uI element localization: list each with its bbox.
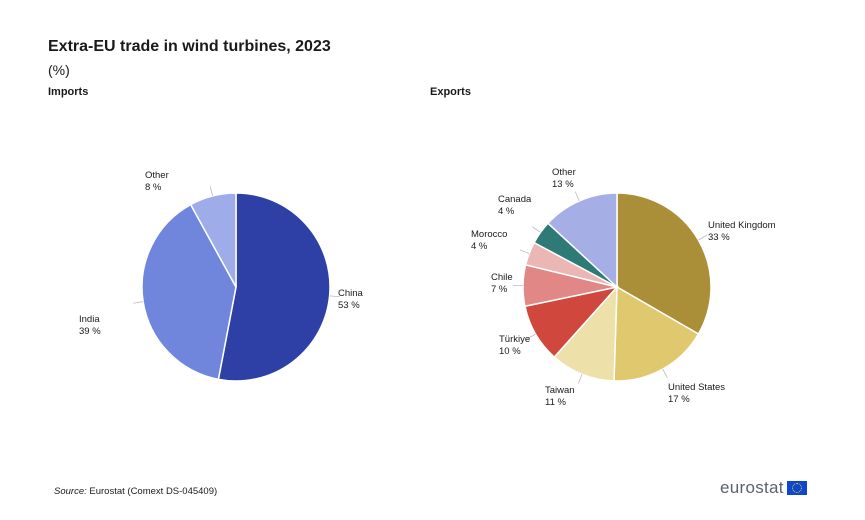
exports-label-name: Taiwan (545, 385, 575, 396)
exports-label-name: United Kingdom (708, 220, 776, 231)
exports-label-value: 4 % (498, 206, 515, 217)
imports-leader-line (329, 295, 340, 298)
exports-leader-line (574, 191, 580, 202)
imports-pie-title: Imports (48, 86, 89, 98)
exports-label-name: United States (668, 382, 725, 393)
imports-label-value: 53 % (338, 300, 360, 311)
source-label: Source: (54, 486, 87, 497)
exports-label-value: 33 % (708, 232, 730, 243)
source-note: Source: Eurostat (Comext DS-045409) (54, 486, 217, 497)
exports-leader-line (662, 368, 668, 379)
exports-label-value: 11 % (545, 397, 567, 408)
exports-pie-title: Exports (430, 86, 471, 98)
imports-label-value: 8 % (145, 182, 162, 193)
imports-slice-india (141, 203, 237, 381)
imports-slice-china (217, 192, 331, 382)
exports-slice-united-states (613, 285, 700, 382)
exports-slice-taiwan (553, 284, 618, 382)
imports-leader-line (133, 301, 144, 304)
imports-leader-line (209, 186, 214, 197)
exports-leader-line (532, 226, 541, 233)
exports-label-name: Other (552, 167, 576, 178)
exports-label-value: 13 % (552, 179, 574, 190)
exports-label-value: 7 % (491, 284, 508, 295)
exports-label-name: Chile (491, 272, 513, 283)
exports-label-value: 17 % (668, 394, 690, 405)
exports-leader-line (526, 333, 536, 340)
chart-title: Extra-EU trade in wind turbines, 2023 (48, 38, 331, 55)
chart-unit: (%) (48, 62, 70, 78)
imports-label-name: China (338, 288, 364, 299)
exports-label-name: Canada (498, 194, 532, 205)
logo-text: eurostat (720, 478, 784, 497)
imports-label-name: Other (145, 170, 169, 181)
eu-flag-icon (786, 481, 807, 495)
exports-leader-line (519, 249, 530, 254)
exports-label-name: Türkiye (499, 334, 530, 345)
imports-label-name: India (79, 314, 100, 325)
imports-label-value: 39 % (79, 326, 101, 337)
exports-label-value: 10 % (499, 346, 521, 357)
exports-leader-line (698, 234, 708, 241)
exports-slice-united-kingdom (616, 192, 712, 336)
exports-label-name: Morocco (471, 229, 507, 240)
exports-leader-line (577, 374, 583, 384)
eurostat-logo: eurostat (720, 478, 807, 498)
source-text: Eurostat (Comext DS-045409) (89, 486, 218, 497)
exports-label-value: 4 % (471, 241, 488, 252)
